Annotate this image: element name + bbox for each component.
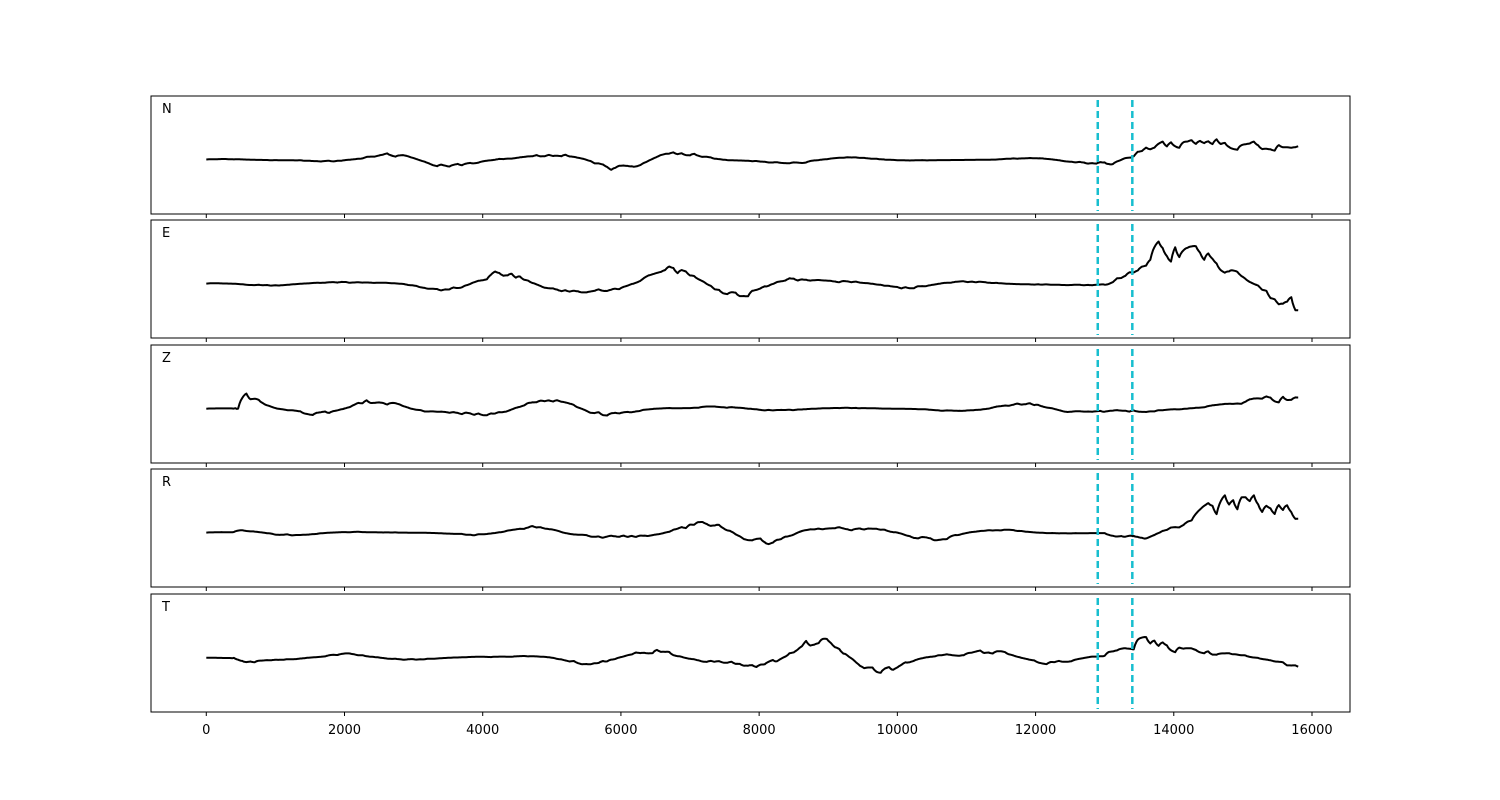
- panel-frame: [150, 344, 1351, 464]
- panel-e: E: [150, 219, 1351, 342]
- panel-frame: [150, 468, 1351, 588]
- x-tick-label: 10000: [877, 723, 918, 738]
- panel-t: T: [150, 593, 1351, 716]
- x-tick-label: 8000: [743, 723, 776, 738]
- panel-n: N: [150, 95, 1351, 218]
- panel-label-t: T: [161, 600, 170, 615]
- x-tick-label: 6000: [604, 723, 637, 738]
- panel-frame: [150, 95, 1351, 215]
- x-tick-label: 16000: [1291, 723, 1332, 738]
- panel-r: R: [150, 468, 1351, 591]
- x-tick-label: 2000: [328, 723, 361, 738]
- panel-label-r: R: [162, 475, 171, 490]
- x-tick-label: 4000: [466, 723, 499, 738]
- panel-label-n: N: [162, 102, 172, 117]
- panel-z: Z: [150, 344, 1351, 467]
- trace-r: [206, 494, 1299, 546]
- trace-t: [206, 636, 1299, 674]
- panel-label-e: E: [162, 226, 170, 241]
- x-tick-label: 12000: [1015, 723, 1056, 738]
- panel-frame: [150, 593, 1351, 713]
- trace-z: [206, 392, 1299, 417]
- x-tick-label: 0: [202, 723, 210, 738]
- trace-e: [206, 240, 1299, 312]
- panel-frame: [150, 219, 1351, 339]
- trace-n: [206, 138, 1299, 171]
- x-tick-label: 14000: [1153, 723, 1194, 738]
- panel-label-z: Z: [162, 351, 171, 366]
